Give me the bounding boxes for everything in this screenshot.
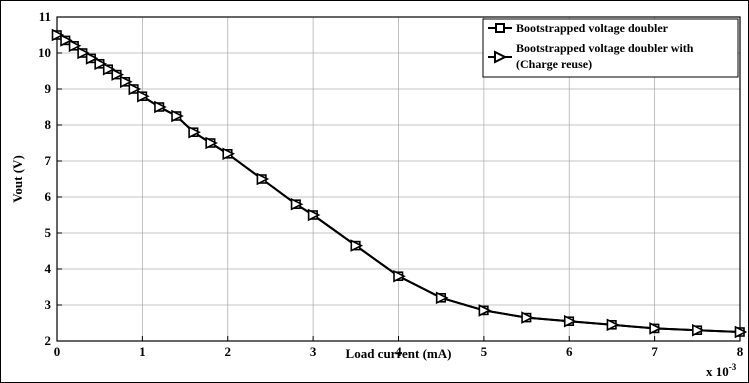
data-point-triangle xyxy=(435,291,449,305)
y-tick-label: 6 xyxy=(45,189,52,204)
legend-label-series-1: Bootstrapped voltage doubler xyxy=(516,21,669,35)
data-point-triangle xyxy=(68,39,82,53)
series-layer xyxy=(51,28,748,339)
data-point-triangle xyxy=(692,323,705,337)
x-tick-label: 8 xyxy=(737,344,744,359)
x-tick-label: 4 xyxy=(395,344,402,359)
data-point-triangle xyxy=(205,136,218,150)
y-tick-label: 4 xyxy=(45,261,52,276)
data-point-triangle xyxy=(51,28,65,42)
x-tick-label: 7 xyxy=(651,344,658,359)
data-point-triangle xyxy=(137,89,150,103)
data-point-triangle xyxy=(649,322,662,335)
y-tick-label: 3 xyxy=(45,297,52,312)
x-tick-label: 5 xyxy=(481,344,488,359)
data-point-triangle xyxy=(393,269,406,283)
x-tick-label: 0 xyxy=(54,344,61,359)
x-tick-label: 2 xyxy=(225,344,232,359)
x-tick-label: 6 xyxy=(566,344,573,359)
x-axis-multiplier: x 10-3 xyxy=(706,362,737,379)
y-axis-label: Vout (V) xyxy=(10,155,25,203)
y-tick-label: 7 xyxy=(45,153,52,168)
data-point-triangle xyxy=(188,125,201,139)
legend-box xyxy=(482,18,739,78)
y-tick-label: 10 xyxy=(38,45,51,60)
x-tick-label: 3 xyxy=(310,344,317,359)
data-point-triangle xyxy=(94,57,107,71)
data-point-triangle xyxy=(60,34,73,47)
legend-label-series-2-line2: (Charge reuse) xyxy=(516,57,592,71)
data-point-triangle xyxy=(102,62,116,76)
y-tick-label: 8 xyxy=(45,117,52,132)
y-tick-label: 11 xyxy=(39,9,51,24)
x-axis-multiplier-base: x 10 xyxy=(706,364,729,379)
data-point-triangle xyxy=(222,147,236,161)
legend-marker-triangle xyxy=(494,50,508,64)
data-point-triangle xyxy=(563,314,577,328)
data-point-triangle xyxy=(128,82,142,96)
x-axis-multiplier-exponent: -3 xyxy=(729,362,737,372)
legend: Bootstrapped voltage doubler Bootstrappe… xyxy=(482,18,739,78)
data-point-triangle xyxy=(307,208,321,222)
data-point-triangle xyxy=(120,75,133,89)
data-point-triangle xyxy=(290,197,304,211)
y-tick-label: 2 xyxy=(45,333,52,348)
data-point-triangle xyxy=(478,304,492,317)
x-axis-label: Load current (mA) xyxy=(346,346,452,361)
data-point-triangle xyxy=(77,46,90,60)
data-point-triangle xyxy=(171,109,184,123)
y-tick-label: 9 xyxy=(45,81,52,96)
x-tick-label: 1 xyxy=(139,344,146,359)
data-point-triangle xyxy=(85,52,99,65)
legend-marker-square xyxy=(495,23,505,33)
y-tick-label: 5 xyxy=(45,225,52,240)
axis-ticks: 0 1 2 3 4 5 6 7 8 2 3 4 5 6 7 8 9 10 11 xyxy=(38,9,744,359)
data-point-triangle xyxy=(256,172,270,186)
data-point-triangle xyxy=(734,325,748,339)
data-point-triangle xyxy=(521,311,534,324)
data-point-triangle xyxy=(606,318,620,332)
data-point-triangle xyxy=(154,100,167,114)
data-point-triangle xyxy=(111,68,125,81)
data-point-triangle xyxy=(350,239,364,252)
legend-label-series-2: Bootstrapped voltage doubler with xyxy=(516,41,694,55)
